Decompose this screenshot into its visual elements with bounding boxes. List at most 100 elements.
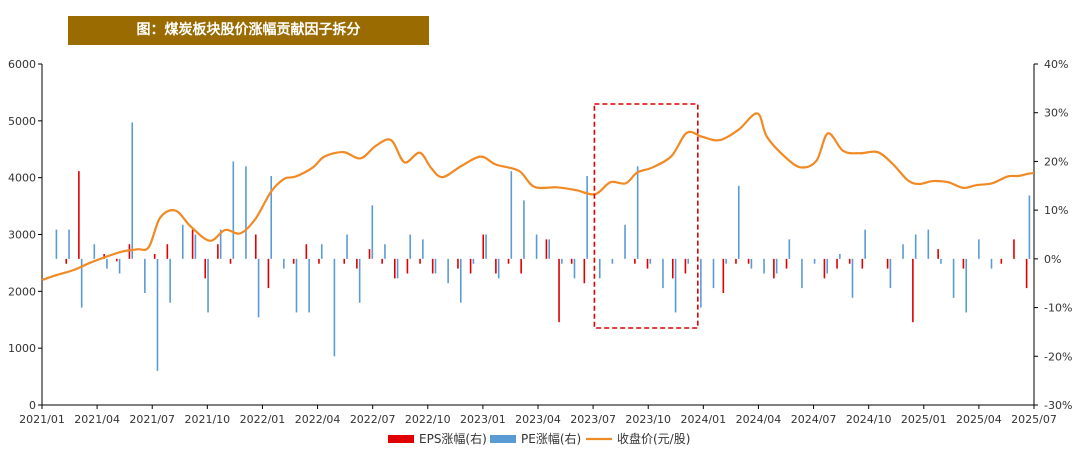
x-tick-label: 2024/04 (736, 413, 782, 426)
x-tick-label: 2025/04 (956, 413, 1002, 426)
eps-bar (634, 258, 636, 264)
eps-bar (191, 229, 194, 259)
left-tick-label: 2000 (8, 285, 36, 298)
eps-bar (722, 258, 725, 293)
pe-bar (131, 122, 134, 259)
eps-bar (646, 258, 649, 269)
x-tick-label: 2024/07 (791, 413, 837, 426)
x-tick-label: 2021/01 (19, 413, 65, 426)
eps-bar (292, 258, 295, 264)
eps-bar (431, 258, 434, 274)
highlight-box (593, 103, 699, 329)
right-tick-label: 30% (1044, 107, 1068, 120)
pe-bar (535, 234, 538, 259)
left-tick-label: 0 (29, 399, 36, 412)
pe-bar (320, 244, 323, 259)
eps-bar (393, 258, 396, 279)
x-tick-label: 2025/07 (1011, 413, 1057, 426)
eps-bar (153, 253, 156, 259)
right-tick-label: 40% (1044, 58, 1068, 71)
pe-bar (548, 239, 551, 259)
x-tick-label: 2024/01 (680, 413, 726, 426)
pe-bar (80, 258, 83, 308)
pe-bar (902, 244, 904, 259)
pe-bar (914, 234, 917, 259)
pe-bar (775, 258, 778, 274)
pe-bar (169, 258, 171, 303)
pe-bar (93, 244, 96, 259)
pe-bar (978, 239, 980, 259)
pe-bar (801, 258, 803, 289)
pe-bar (940, 258, 942, 264)
pe-bar (55, 229, 58, 259)
left-tick-label: 1000 (8, 342, 36, 355)
pe-bar (649, 258, 652, 264)
legend-price-label: 收盘价(元/股) (617, 431, 690, 446)
pe-bar (396, 258, 399, 279)
pe-bar (636, 166, 639, 259)
eps-bar (254, 234, 257, 259)
eps-bar (1013, 239, 1015, 259)
x-tick-label: 2022/10 (405, 413, 451, 426)
x-tick-label: 2021/04 (74, 413, 120, 426)
pe-bar (358, 258, 361, 303)
eps-bar (65, 258, 68, 264)
pe-bar (118, 258, 121, 274)
right-tick-label: -20% (1044, 350, 1072, 363)
eps-bar (495, 258, 497, 274)
legend-eps-swatch (388, 435, 414, 443)
eps-bar (848, 258, 851, 264)
eps-bar (419, 258, 421, 264)
eps-bar (368, 249, 371, 259)
pe-bar (295, 258, 298, 313)
pe-bar (409, 234, 412, 259)
pe-bar (447, 258, 449, 284)
eps-bar (671, 258, 674, 279)
pe-bar (561, 258, 563, 264)
eps-bar (861, 258, 864, 269)
eps-bar (520, 258, 522, 274)
eps-bar (267, 258, 270, 289)
eps-bar (115, 258, 118, 262)
x-tick-label: 2023/10 (625, 413, 671, 426)
x-tick-label: 2021/10 (184, 413, 230, 426)
pe-bar (813, 258, 816, 264)
eps-bar (558, 258, 560, 323)
eps-bar (785, 258, 788, 269)
pe-bar (245, 166, 247, 259)
x-tick-label: 2022/07 (350, 413, 396, 426)
pe-bar (257, 258, 260, 318)
legend-pe-swatch (490, 435, 516, 443)
pe-bar (750, 258, 753, 269)
pe-bar (674, 258, 677, 313)
pe-bar (611, 258, 614, 264)
pe-bar (144, 258, 146, 293)
left-tick-label: 5000 (8, 115, 36, 128)
eps-bar (823, 258, 826, 279)
pe-bar (497, 258, 500, 279)
eps-bar (747, 258, 750, 264)
pe-bar (889, 258, 892, 289)
pe-bar (839, 253, 841, 259)
pe-bar (283, 258, 285, 269)
pe-bar (864, 229, 866, 259)
pe-bar (712, 258, 715, 289)
pe-bar (308, 258, 310, 313)
eps-bar (570, 258, 573, 264)
eps-bar (343, 258, 346, 264)
pe-bar (927, 229, 930, 259)
right-tick-label: -10% (1044, 302, 1072, 315)
eps-bar (318, 258, 320, 264)
eps-bar (1000, 258, 1003, 264)
left-tick-label: 6000 (8, 58, 36, 71)
eps-bar (545, 239, 548, 259)
eps-bar (962, 258, 965, 269)
eps-bar (507, 258, 510, 264)
chart-title-banner: 图：煤炭板块股价涨幅贡献因子拆分 (68, 16, 429, 45)
pe-bar (181, 224, 184, 259)
eps-bar (773, 258, 775, 279)
eps-bar (1025, 258, 1028, 289)
pe-bar (573, 258, 576, 279)
x-tick-label: 2023/01 (460, 413, 506, 426)
